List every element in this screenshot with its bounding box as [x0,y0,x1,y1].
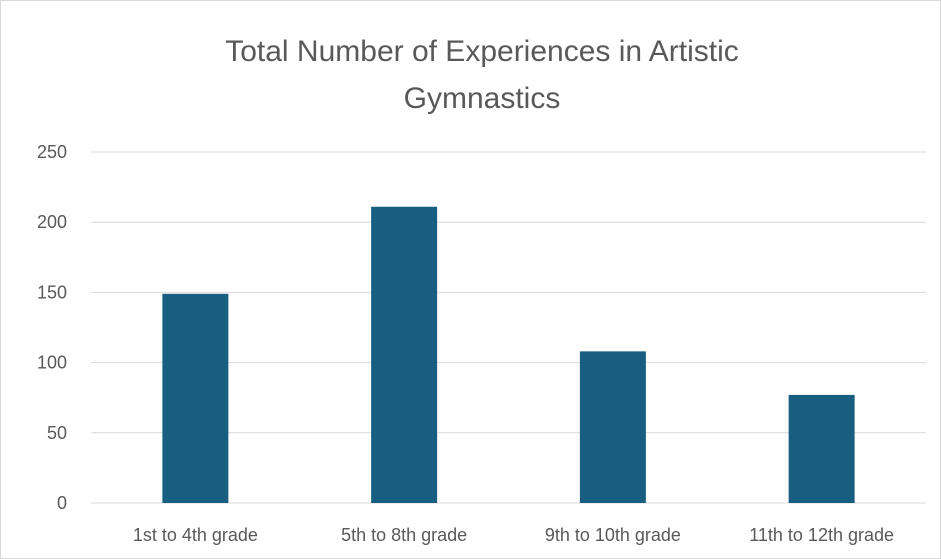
bars [162,206,855,504]
y-tick-label: 250 [37,142,67,162]
y-axis-ticks: 0 50 100 150 200 250 [37,142,67,513]
y-tick-label: 200 [37,212,67,232]
x-tick-label: 11th to 12th grade [749,525,894,545]
bar [371,206,438,504]
x-tick-label: 1st to 4th grade [133,525,258,545]
x-tick-label: 5th to 8th grade [341,525,467,545]
x-axis-ticks: 1st to 4th grade 5th to 8th grade 9th to 1… [133,525,894,545]
bar [579,351,646,503]
bar [788,394,855,503]
y-tick-label: 100 [37,353,67,373]
y-tick-label: 0 [57,493,67,513]
chart-title-line-1: Total Number of Experiences in Artistic [225,35,739,68]
gridlines [91,151,926,504]
chart-title-line-2: Gymnastics [404,82,561,115]
x-tick-label: 9th to 10th grade [545,525,681,545]
y-tick-label: 50 [47,423,67,443]
y-tick-label: 150 [37,282,67,302]
bar [162,293,229,503]
